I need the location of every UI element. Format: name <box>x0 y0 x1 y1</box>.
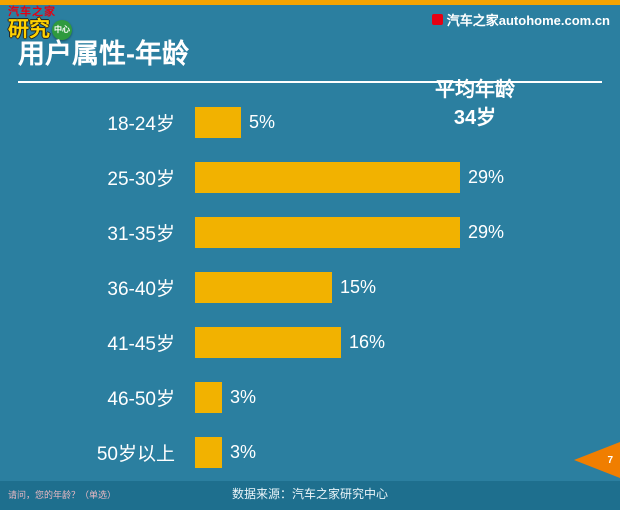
chart-row: 18-24岁 5% <box>30 95 614 150</box>
value-label: 29% <box>468 167 505 187</box>
category-label: 41-45岁 <box>107 334 175 355</box>
bar-chart: 18-24岁 5% 25-30岁 29% 31-35岁 29% 36-40岁 15% 41-45… <box>30 95 614 480</box>
category-label: 25-30岁 <box>107 169 175 190</box>
survey-question: 请问，您的年龄？（单选） <box>8 490 117 500</box>
logo-brand-text: 汽车之家 <box>8 6 56 18</box>
chart-row: 41-45岁 16% <box>30 315 614 370</box>
site-url: 汽车之家autohome.com.cn <box>431 10 610 29</box>
chart-row: 46-50岁 3% <box>30 370 614 425</box>
value-label: 3% <box>230 387 257 407</box>
bar <box>195 327 341 358</box>
average-age-value: 34岁 <box>453 107 497 129</box>
page-title: 用户属性-年龄 <box>18 32 602 83</box>
bar <box>195 382 222 413</box>
category-label: 31-35岁 <box>107 224 175 245</box>
top-accent-strip <box>0 0 620 5</box>
value-label: 16% <box>349 332 386 352</box>
logo-main-text: 研究 <box>8 18 50 41</box>
bar <box>195 107 241 138</box>
chart-row: 50岁以上 3% <box>30 425 614 480</box>
autohome-research-logo: 汽车之家 研究 中心 <box>8 7 72 40</box>
category-label: 18-24岁 <box>107 114 175 135</box>
category-label: 46-50岁 <box>107 389 175 410</box>
logo-badge-circle: 中心 <box>52 19 72 40</box>
value-label: 29% <box>468 222 505 242</box>
category-label: 36-40岁 <box>107 279 175 300</box>
bar <box>195 217 460 248</box>
bar <box>195 437 222 468</box>
data-source: 数据来源：汽车之家研究中心 <box>231 487 388 501</box>
bar <box>195 272 332 303</box>
value-label: 3% <box>230 442 257 462</box>
page-number: 7 <box>607 455 613 466</box>
chart-row: 31-35岁 29% <box>30 205 614 260</box>
chart-row: 25-30岁 29% <box>30 150 614 205</box>
chart-row: 36-40岁 15% <box>30 260 614 315</box>
average-age-annotation: 平均年龄 34岁 <box>415 76 535 132</box>
autohome-logo-icon <box>431 14 443 25</box>
bar <box>195 162 460 193</box>
category-label: 50岁以上 <box>96 444 175 465</box>
footer-bar <box>0 481 620 510</box>
value-label: 15% <box>340 277 377 297</box>
average-age-label: 平均年龄 <box>435 79 515 101</box>
value-label: 5% <box>249 112 276 132</box>
site-url-text: 汽车之家autohome.com.cn <box>446 13 610 28</box>
